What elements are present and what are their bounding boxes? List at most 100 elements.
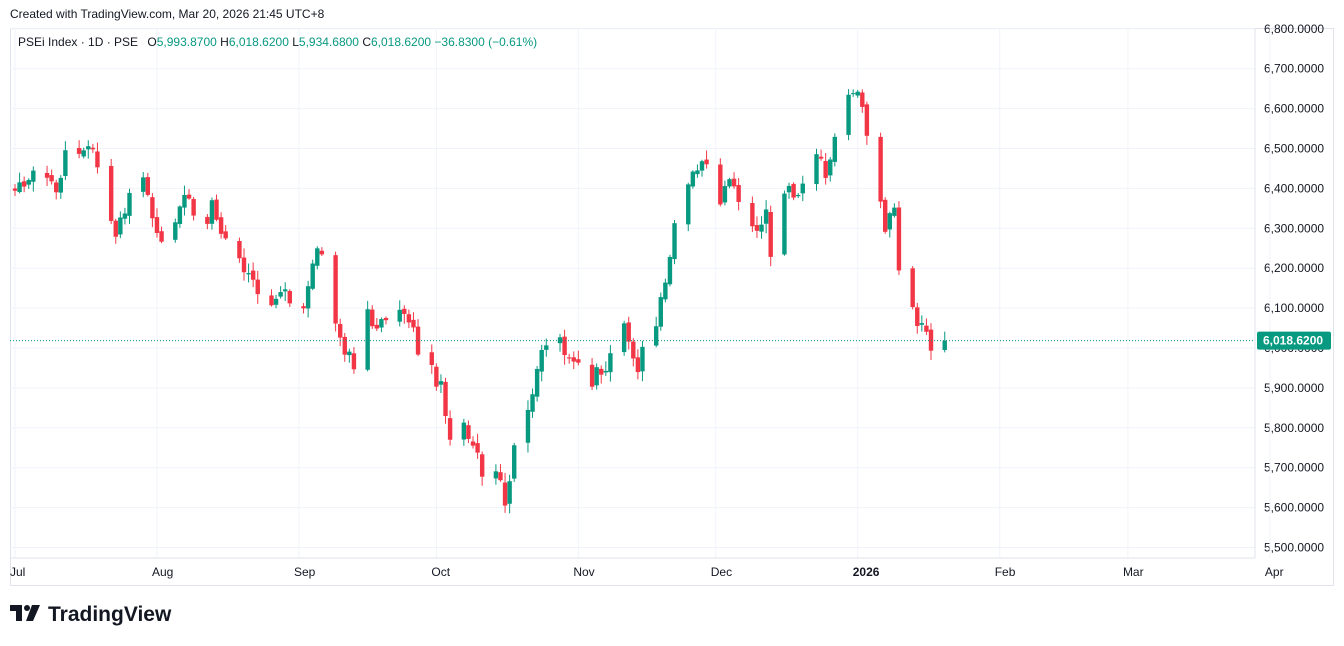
candle-body[interactable] <box>750 203 755 227</box>
legend-symbol[interactable]: PSEi Index · 1D · PSE <box>18 35 139 49</box>
candle-body[interactable] <box>214 199 219 220</box>
candle-body[interactable] <box>718 164 723 205</box>
candle-body[interactable] <box>823 160 828 178</box>
candle-body[interactable] <box>695 170 700 175</box>
candle-body[interactable] <box>855 91 860 96</box>
candle-body[interactable] <box>621 323 627 353</box>
candle-body[interactable] <box>182 194 187 208</box>
candle-body[interactable] <box>342 336 347 355</box>
candle-body[interactable] <box>337 324 343 338</box>
candle-body[interactable] <box>544 345 549 350</box>
candle-body[interactable] <box>850 93 856 95</box>
candle-body[interactable] <box>218 217 224 234</box>
candle-body[interactable] <box>525 409 531 443</box>
candle-body[interactable] <box>860 92 865 107</box>
candle-body[interactable] <box>402 308 407 314</box>
candle-body[interactable] <box>631 341 636 359</box>
candle-body[interactable] <box>145 177 151 195</box>
candle-body[interactable] <box>878 136 883 202</box>
candle-body[interactable] <box>883 199 888 232</box>
candle-body[interactable] <box>759 224 764 232</box>
candle-body[interactable] <box>864 104 870 136</box>
candle-body[interactable] <box>186 194 192 199</box>
candle-body[interactable] <box>191 199 196 216</box>
candle-body[interactable] <box>786 185 792 193</box>
candle-body[interactable] <box>447 418 453 440</box>
candle-body[interactable] <box>690 171 696 187</box>
candle-body[interactable] <box>530 394 535 412</box>
candle-body[interactable] <box>832 136 838 162</box>
candle-body[interactable] <box>54 182 59 193</box>
candle-body[interactable] <box>26 179 31 185</box>
candle-body[interactable] <box>800 183 805 194</box>
candle-body[interactable] <box>846 94 851 135</box>
candle-body[interactable] <box>818 156 824 159</box>
candle-body[interactable] <box>150 197 155 219</box>
candle-body[interactable] <box>209 200 215 224</box>
candle-body[interactable] <box>319 250 325 255</box>
candle-body[interactable] <box>278 292 283 297</box>
candle-body[interactable] <box>704 159 709 165</box>
candle-body[interactable] <box>557 337 563 344</box>
candle-body[interactable] <box>470 441 476 446</box>
candle-body[interactable] <box>663 282 668 300</box>
candle-body[interactable] <box>658 297 663 327</box>
candle-body[interactable] <box>127 192 132 216</box>
candle-body[interactable] <box>173 222 178 240</box>
tradingview-brand[interactable]: TradingView <box>10 603 171 627</box>
candle-body[interactable] <box>722 186 728 203</box>
candle-body[interactable] <box>113 220 118 237</box>
candle-body[interactable] <box>118 217 123 235</box>
candle-body[interactable] <box>910 268 915 308</box>
candle-body[interactable] <box>379 319 384 328</box>
candle-body[interactable] <box>782 193 787 255</box>
candle-body[interactable] <box>479 454 485 477</box>
candle-body[interactable] <box>273 298 279 305</box>
candle-body[interactable] <box>90 147 96 150</box>
candle-body[interactable] <box>466 425 471 439</box>
candle-body[interactable] <box>246 273 251 275</box>
candle-body[interactable] <box>795 194 801 197</box>
candle-body[interactable] <box>571 357 576 362</box>
candle-body[interactable] <box>768 211 773 257</box>
candle-body[interactable] <box>754 225 760 231</box>
candle-body[interactable] <box>539 349 544 372</box>
candle-body[interactable] <box>177 206 183 225</box>
candle-body[interactable] <box>814 154 819 185</box>
candle-body[interactable] <box>493 471 499 479</box>
candle-body[interactable] <box>672 223 677 260</box>
candle-body[interactable] <box>603 370 609 373</box>
candle-body[interactable] <box>608 353 613 373</box>
candle-body[interactable] <box>731 178 737 187</box>
candle-body[interactable] <box>589 364 595 387</box>
candle-body[interactable] <box>667 256 673 285</box>
candle-body[interactable] <box>562 336 567 356</box>
candle-body[interactable] <box>205 216 210 224</box>
candle-body[interactable] <box>154 217 160 233</box>
candle-body[interactable] <box>81 150 86 157</box>
candle-body[interactable] <box>250 270 256 280</box>
candle-body[interactable] <box>76 148 82 154</box>
candle-body[interactable] <box>626 322 631 342</box>
candle-body[interactable] <box>44 172 50 178</box>
candle-body[interactable] <box>576 359 581 363</box>
candle-body[interactable] <box>49 175 54 182</box>
candle-body[interactable] <box>429 352 434 365</box>
candle-body[interactable] <box>122 213 128 219</box>
candle-body[interactable] <box>374 324 380 329</box>
candle-body[interactable] <box>17 182 22 193</box>
candle-body[interactable] <box>892 207 897 216</box>
candle-body[interactable] <box>12 188 18 191</box>
candle-body[interactable] <box>223 231 228 239</box>
candle-body[interactable] <box>159 231 164 242</box>
candle-body[interactable] <box>255 279 260 295</box>
candle-body[interactable] <box>475 443 480 453</box>
candle-body[interactable] <box>438 381 444 385</box>
candle-body[interactable] <box>411 319 416 328</box>
candle-body[interactable] <box>512 445 517 479</box>
candle-body[interactable] <box>21 181 27 187</box>
candle-body[interactable] <box>534 368 540 397</box>
candle-body[interactable] <box>507 481 512 504</box>
candle-body[interactable] <box>727 179 732 187</box>
